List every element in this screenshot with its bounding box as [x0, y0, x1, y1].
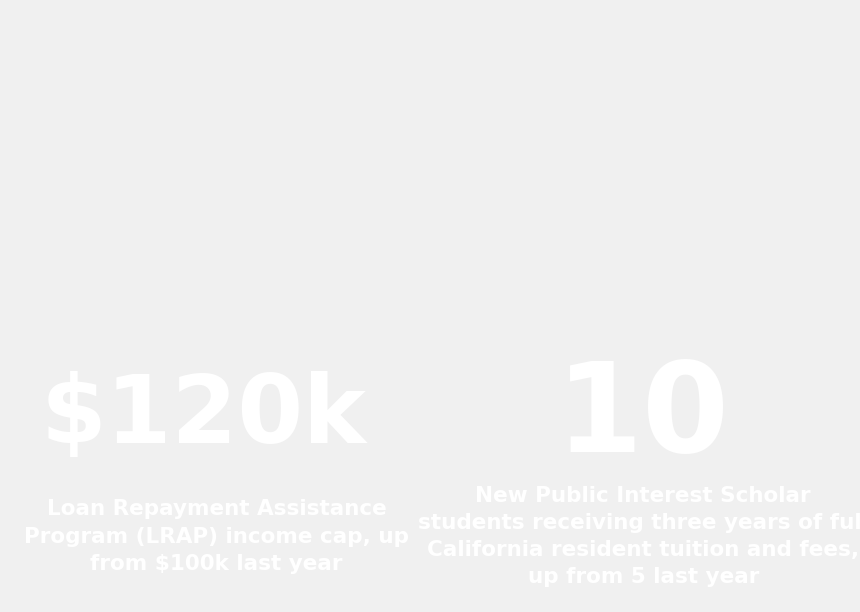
Text: Loan Repayment Assistance
Program (LRAP) income cap, up
from $100k last year: Loan Repayment Assistance Program (LRAP)…	[24, 499, 409, 573]
Text: $120k: $120k	[40, 371, 366, 463]
Text: New Public Interest Scholar
students receiving three years of full
California re: New Public Interest Scholar students rec…	[418, 486, 860, 588]
Text: 10: 10	[556, 357, 730, 477]
